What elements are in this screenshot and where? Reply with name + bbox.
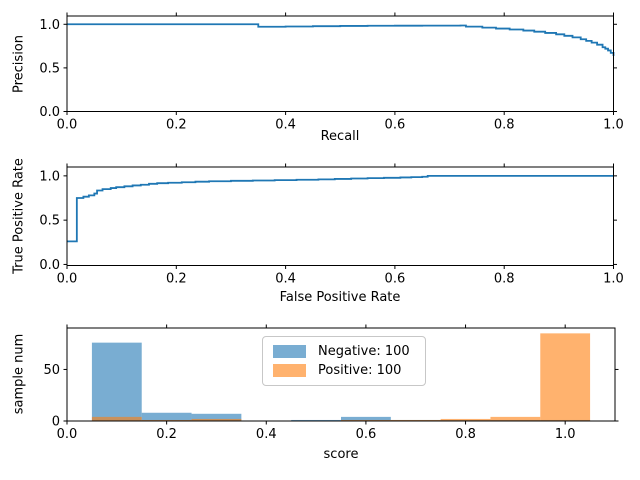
histogram-bar (540, 333, 591, 421)
roc-curve-ticks (63, 163, 617, 269)
roc-curve (67, 174, 614, 243)
histogram-bar (291, 419, 341, 421)
x-tick-label: 0.8 (494, 272, 515, 287)
x-tick-label: 1.0 (555, 427, 576, 442)
x-tick-label: 0.8 (455, 427, 476, 442)
x-tick-label: 0.8 (494, 118, 515, 133)
y-tick-label: 1.0 (39, 18, 60, 33)
hist-xaxis-label: score (323, 447, 359, 462)
pr-yaxis-label: Precision (11, 34, 27, 94)
y-tick-label: 0.5 (39, 214, 60, 229)
score-histogram-plot: 0.0 0.2 0.4 0.6 0.8 1.0 0 50 (43, 324, 619, 442)
score-histogram-series-1 (91, 333, 591, 421)
histogram-bar (191, 418, 242, 421)
precision-recall-curve-ticks (63, 12, 617, 115)
x-tick-label: 0.0 (57, 427, 78, 442)
x-tick-label: 0.4 (256, 427, 277, 442)
histogram-bar (91, 342, 142, 421)
pr-xaxis-label: Recall (320, 129, 360, 144)
precision-recall-curve (67, 23, 615, 56)
histogram-bar (141, 419, 192, 421)
x-tick-label: 1.0 (603, 272, 624, 287)
histogram-bar (141, 412, 192, 421)
x-tick-label: 0.4 (275, 272, 296, 287)
legend-row-negative: Negative: 100 (273, 342, 415, 361)
roc-yaxis-label: True Positive Rate (11, 158, 27, 274)
x-tick-label: 0.4 (275, 118, 296, 133)
histogram-bar (390, 419, 441, 421)
y-tick-label: 50 (43, 363, 60, 378)
score-histogram-axes-frame (66, 327, 616, 422)
hist-yaxis-label: sample num (11, 333, 27, 415)
histogram-bar (191, 413, 242, 421)
positive-swatch-icon (273, 364, 306, 377)
histogram-bar (341, 419, 391, 421)
histogram-bar (341, 416, 391, 421)
histogram-bar (91, 416, 142, 421)
x-tick-label: 0.6 (385, 118, 406, 133)
y-tick-label: 1.0 (39, 169, 60, 184)
precision-recall-curve-plot: 0.0 0.2 0.4 0.6 0.8 1.0 0.0 0.5 1.0 (39, 12, 624, 133)
histogram-bar (440, 418, 491, 421)
x-tick-label: 0.2 (166, 118, 187, 133)
y-tick-label: 0.0 (39, 105, 60, 120)
x-tick-label: 0.0 (57, 272, 78, 287)
y-tick-label: 0.5 (39, 61, 60, 76)
score-histogram-ticks (63, 324, 619, 425)
x-tick-label: 0.0 (57, 118, 78, 133)
precision-recall-curve-axes-frame (66, 15, 614, 112)
legend-label-negative: Negative: 100 (318, 344, 410, 359)
score-histogram-series-0 (91, 342, 591, 421)
legend-label-positive: Positive: 100 (318, 363, 402, 378)
roc-xaxis-label: False Positive Rate (279, 290, 401, 305)
histogram-legend: Negative: 100 Positive: 100 (262, 336, 426, 386)
y-tick-label: 0 (52, 415, 60, 430)
roc-curve-axes-frame (66, 166, 614, 266)
x-tick-label: 0.2 (156, 427, 177, 442)
roc-curve-plot: 0.0 0.2 0.4 0.6 0.8 1.0 0.0 0.5 1.0 (39, 163, 624, 287)
x-tick-label: 0.2 (166, 272, 187, 287)
x-tick-label: 1.0 (603, 118, 624, 133)
negative-swatch-icon (273, 345, 306, 358)
y-tick-label: 0.0 (39, 258, 60, 273)
histogram-bar (490, 416, 541, 421)
x-tick-label: 0.6 (356, 427, 377, 442)
x-tick-label: 0.6 (385, 272, 406, 287)
legend-row-positive: Positive: 100 (273, 361, 415, 380)
